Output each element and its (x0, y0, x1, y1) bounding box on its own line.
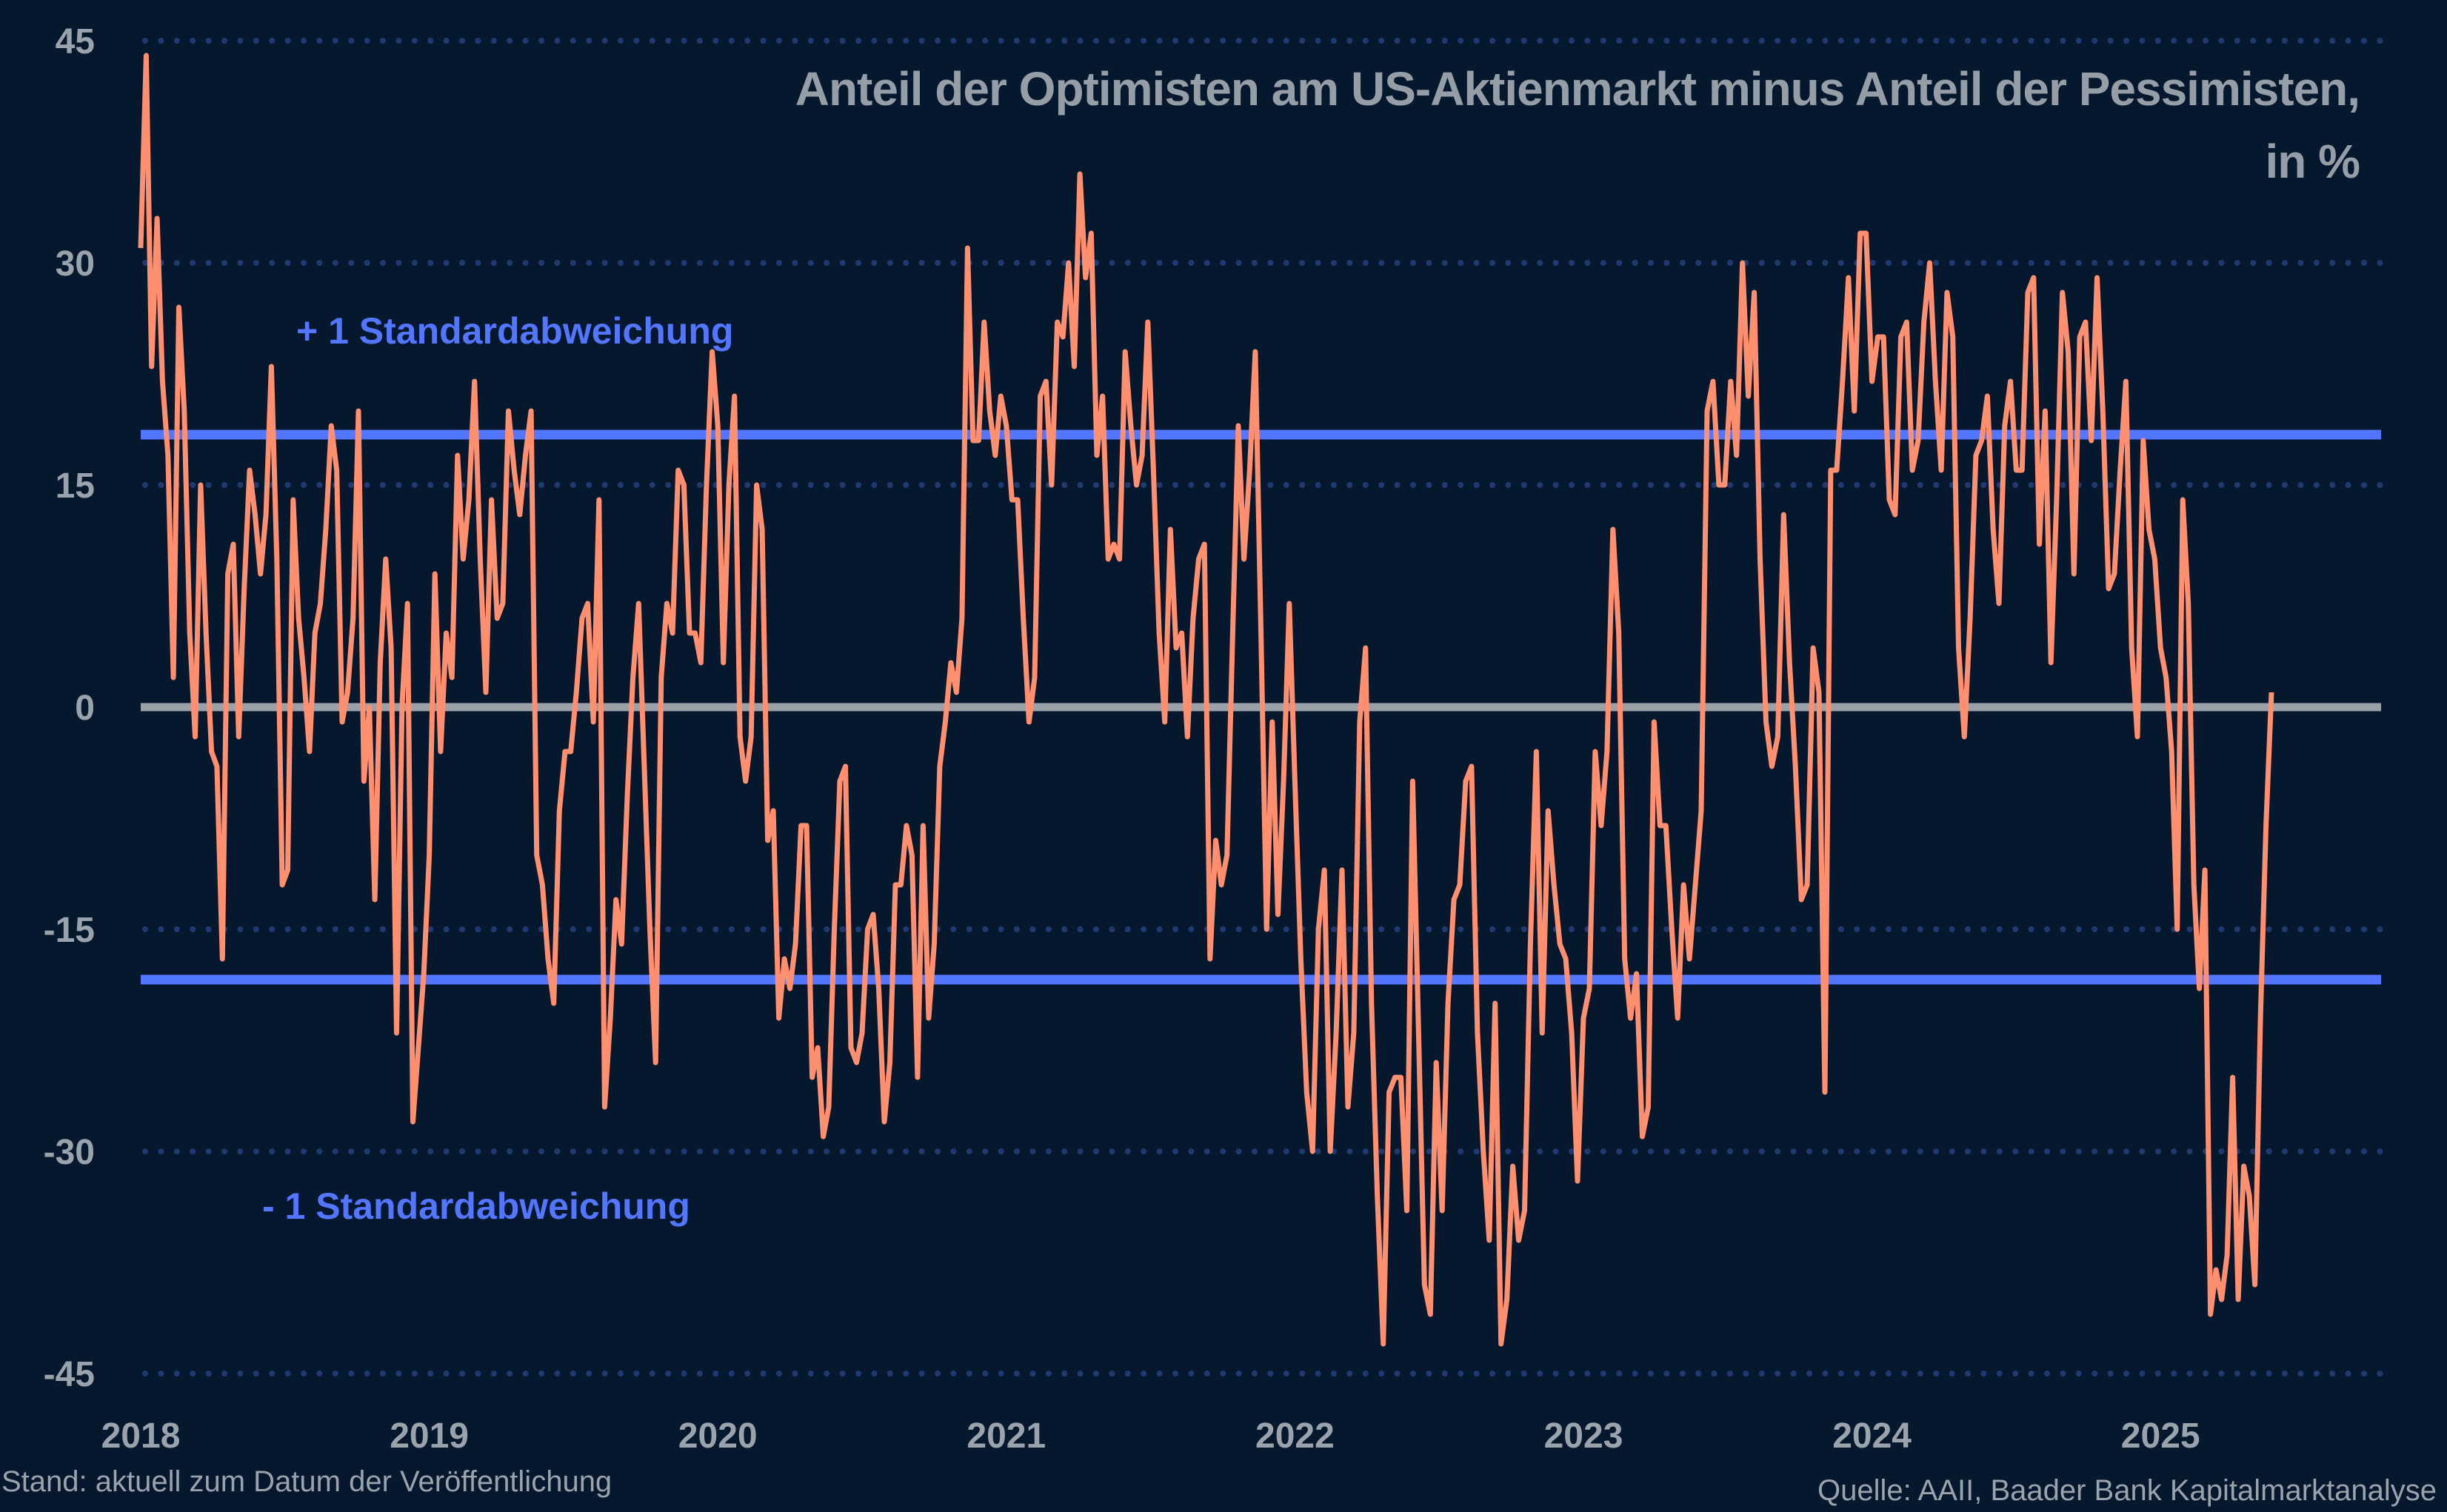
chart-title-unit: in % (2265, 135, 2360, 188)
series-line (138, 53, 2274, 1347)
x-tick-label: 2023 (1544, 1416, 1623, 1456)
y-axis-ticks: 45 30 15 0 -15 -30 -45 (44, 22, 95, 1394)
lower-std-label: - 1 Standardabweichung (262, 1185, 690, 1227)
x-axis-ticks: 2018 2019 2020 2021 2022 2023 2024 2025 (101, 1416, 2200, 1456)
x-tick-label: 2025 (2121, 1416, 2200, 1456)
x-tick-label: 2018 (101, 1416, 181, 1456)
footer-date-note: Stand: aktuell zum Datum der Veröffentli… (1, 1465, 612, 1498)
series-group (138, 53, 2274, 1347)
chart-title: Anteil der Optimisten am US-Aktienmarkt … (795, 62, 2360, 116)
y-tick-label: 45 (56, 22, 95, 61)
y-tick-label: 15 (56, 466, 95, 506)
x-tick-label: 2019 (390, 1416, 469, 1456)
y-tick-label: 30 (56, 244, 95, 284)
y-tick-label: -45 (44, 1355, 95, 1394)
y-tick-label: -15 (44, 911, 95, 950)
x-tick-label: 2021 (967, 1416, 1046, 1456)
x-tick-label: 2022 (1255, 1416, 1335, 1456)
x-tick-label: 2024 (1832, 1416, 1912, 1456)
x-tick-label: 2020 (678, 1416, 758, 1456)
upper-std-label: + 1 Standardabweichung (296, 310, 733, 352)
y-tick-label: -30 (44, 1133, 95, 1172)
y-tick-label: 0 (75, 689, 95, 728)
footer-source: Quelle: AAII, Baader Bank Kapitalmarktan… (1817, 1474, 2437, 1507)
